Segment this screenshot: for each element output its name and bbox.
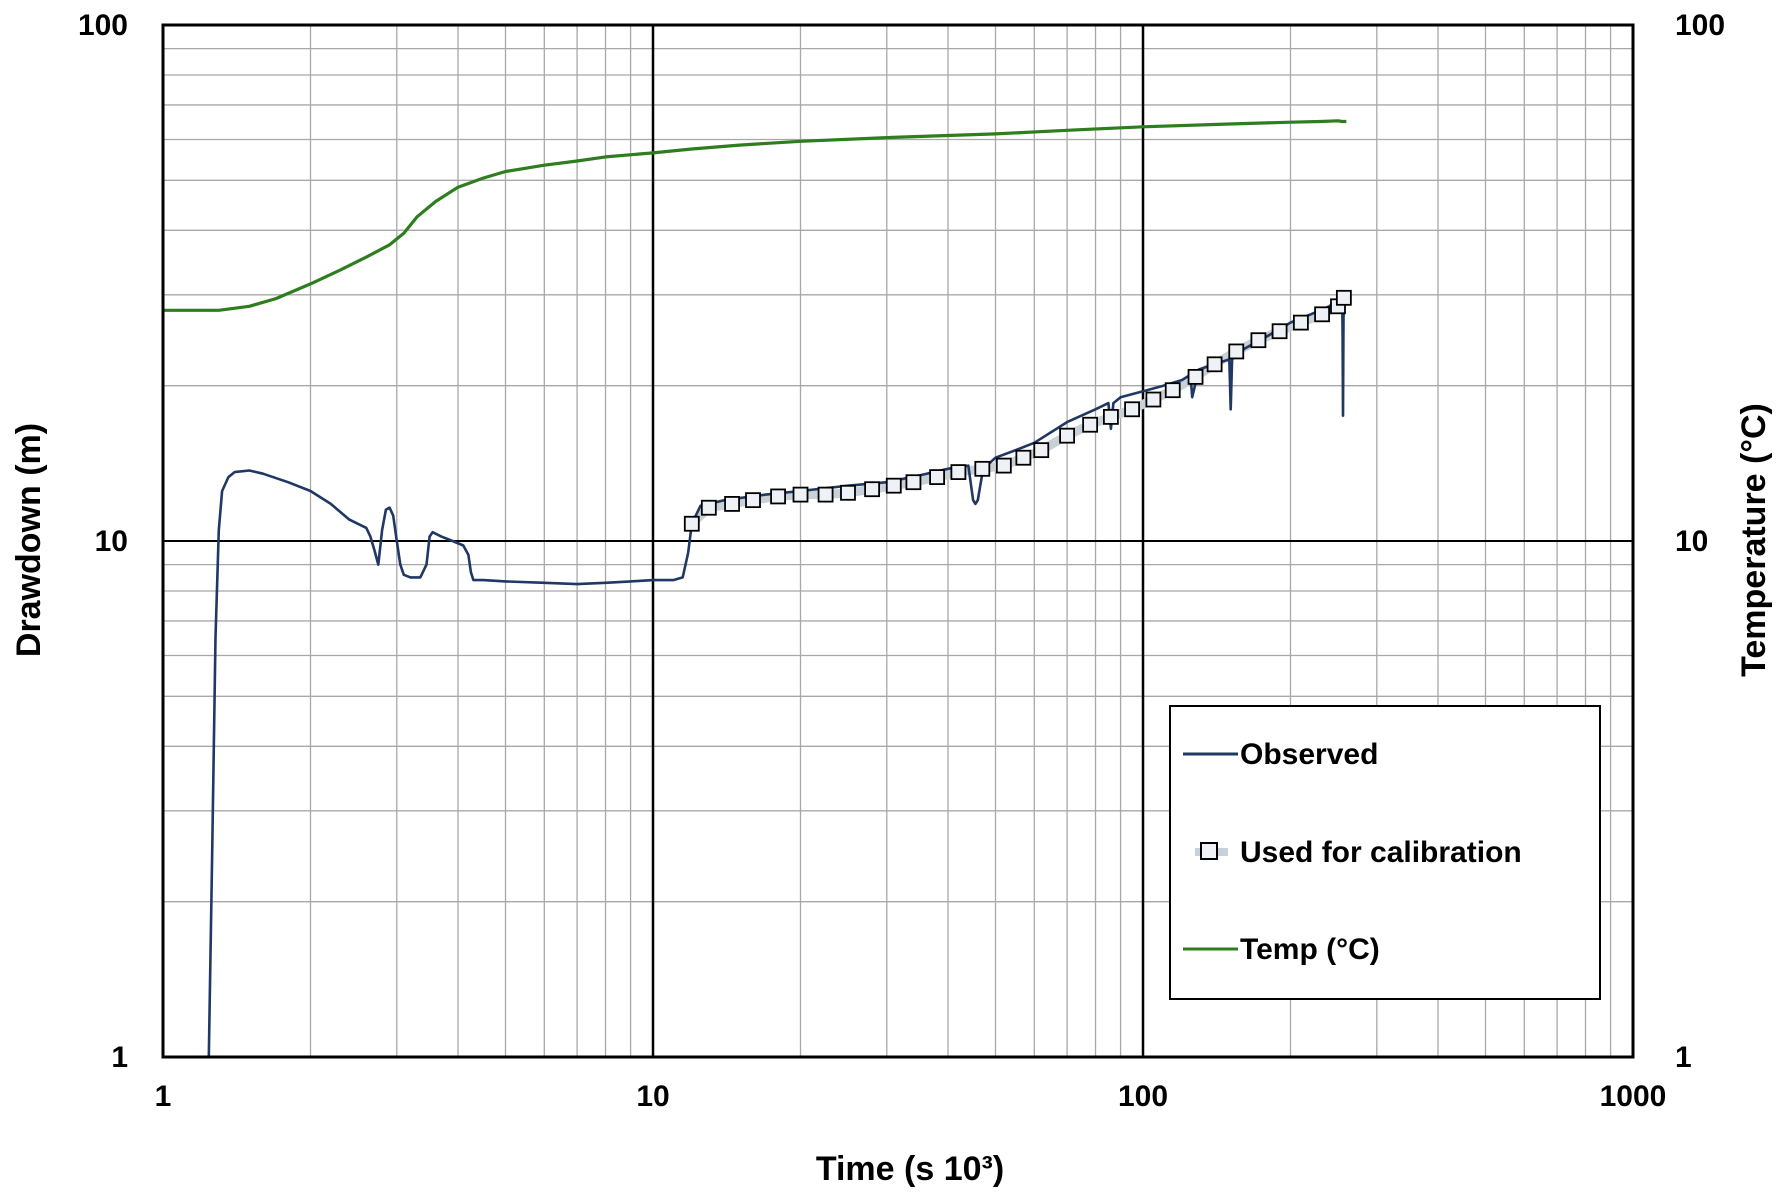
- calibration-point: [1228, 343, 1245, 360]
- calibration-point: [817, 486, 834, 503]
- series-layer: [163, 119, 1352, 1058]
- calibration-point: [1292, 314, 1309, 331]
- x-tick-label: 1: [155, 1080, 172, 1113]
- x-tick-label: 1000: [1600, 1080, 1667, 1113]
- calibration-point: [929, 469, 945, 485]
- y-axis-title: Drawdown (m): [10, 423, 48, 657]
- calibration-point: [1124, 401, 1140, 418]
- y2-tick-label: 100: [1675, 9, 1725, 42]
- legend-label-calibration: Used for calibration: [1240, 836, 1522, 869]
- calibration-point: [950, 464, 967, 480]
- calibration-point: [974, 460, 991, 477]
- calibration-point: [1250, 332, 1267, 349]
- calibration-point: [683, 515, 700, 532]
- calibration-point: [1033, 442, 1050, 459]
- series-temp-line: [163, 119, 1347, 312]
- plot-frame: [161, 23, 1635, 1059]
- calibration-point: [1187, 368, 1204, 385]
- calibration-point: [1314, 306, 1330, 323]
- calibration-point: [1206, 356, 1223, 373]
- calibration-point: [700, 499, 717, 516]
- legend-label-temp: Temp (°C): [1240, 933, 1380, 966]
- calibration-point: [864, 481, 881, 498]
- major-gridlines: [163, 25, 1633, 1057]
- x-tick-label: 100: [1118, 1080, 1168, 1113]
- calibration-point: [1015, 449, 1032, 466]
- calibration-point: [792, 486, 809, 503]
- x-axis-title: Time (s 10³): [816, 1150, 1004, 1188]
- legend-label-observed: Observed: [1240, 738, 1378, 771]
- calibration-point: [995, 457, 1012, 474]
- y2-tick-labels: 1 10 100: [1675, 9, 1725, 1074]
- calibration-point: [1335, 289, 1352, 306]
- calibration-point: [745, 492, 761, 509]
- calibration-point: [885, 477, 902, 494]
- y-tick-label: 10: [95, 525, 128, 558]
- calibration-point: [770, 488, 786, 505]
- calibration-point: [1082, 416, 1099, 433]
- y-tick-labels: 1 10 100: [78, 9, 128, 1074]
- calibration-point: [840, 484, 856, 501]
- y2-axis-title: Temperature (°C): [1735, 403, 1773, 677]
- calibration-point: [1103, 408, 1119, 425]
- y2-tick-label: 1: [1675, 1041, 1692, 1074]
- y2-tick-label: 10: [1675, 525, 1708, 558]
- calibration-point: [1271, 323, 1288, 340]
- calibration-point: [905, 474, 922, 491]
- calibration-point: [724, 496, 740, 512]
- legend: Observed Used for calibration Temp (°C): [1169, 705, 1601, 1000]
- x-tick-labels: 1 10 100 1000: [155, 1080, 1667, 1113]
- x-tick-label: 10: [636, 1080, 669, 1113]
- y-tick-label: 1: [111, 1041, 128, 1074]
- legend-box: [1169, 705, 1601, 1000]
- series-observed-line: [207, 293, 1346, 1058]
- calibration-point: [1145, 391, 1162, 408]
- calibration-point: [1164, 382, 1181, 399]
- y-tick-label: 100: [78, 9, 128, 42]
- legend-swatch-calibration: [1200, 842, 1218, 860]
- calibration-point: [1059, 427, 1075, 444]
